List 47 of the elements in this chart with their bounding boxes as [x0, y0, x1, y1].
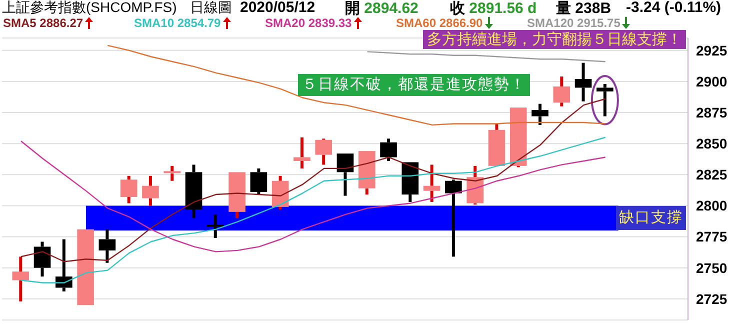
- y-tick-label: 2800: [696, 198, 728, 214]
- annotation: ５日線不破，都還是進攻態勢！: [298, 74, 530, 96]
- candlestick: [596, 84, 614, 116]
- candlestick: [466, 166, 484, 204]
- text: -3.24 (-0.11%): [626, 0, 722, 16]
- text: SMA5 2886.27: [3, 16, 84, 30]
- candlestick: [402, 162, 419, 202]
- y-tick-label: 2900: [696, 73, 728, 90]
- band-label: 缺口支撐: [616, 206, 686, 230]
- y-tick-label: 2850: [696, 136, 728, 152]
- candlestick: [574, 62, 592, 102]
- candlestick: [98, 229, 116, 263]
- candlestick: [77, 229, 94, 306]
- text: SMA10 2854.79: [134, 16, 221, 30]
- candlestick: [142, 176, 159, 206]
- text: 2020/05/12: [240, 0, 316, 16]
- candlestick: [294, 137, 310, 168]
- candlestick: [445, 180, 462, 257]
- text: SMA60 2866.90: [396, 16, 483, 30]
- y-tick-label: 2825: [696, 166, 728, 183]
- text: 日線圖: [190, 0, 232, 17]
- candlestick: [553, 76, 570, 106]
- candlestick: [423, 164, 440, 202]
- candlestick: [358, 151, 376, 195]
- candlestick: [185, 164, 202, 218]
- y-tick-label: 2875: [696, 104, 728, 121]
- line-series: [107, 44, 606, 126]
- y-tick-label: 2750: [696, 260, 728, 276]
- y-tick-label: 2925: [696, 42, 728, 58]
- candlestick: [336, 154, 354, 196]
- text: SMA120 2915.75: [527, 16, 620, 30]
- text: 收 2891.56 d: [450, 0, 537, 17]
- y-tick-label: 2725: [696, 290, 728, 307]
- candlestick: [34, 242, 51, 277]
- y-tick-label: 2775: [696, 228, 728, 245]
- text: 開 2894.62: [345, 0, 418, 17]
- line-series: [20, 140, 606, 252]
- candlestick: [206, 214, 224, 238]
- text: SMA20 2839.33: [265, 16, 352, 30]
- candlestick: [120, 176, 138, 204]
- annotation: 多方持續進場，力守翻揚５日線支撐！: [423, 30, 686, 49]
- text: 量 238B: [556, 0, 612, 18]
- chart-title: 上証參考指數(SHCOMP.FS): [2, 0, 177, 17]
- line-series: [366, 51, 606, 62]
- candlestick: [228, 172, 246, 218]
- candlestick: [12, 256, 30, 302]
- candlestick: [315, 138, 332, 165]
